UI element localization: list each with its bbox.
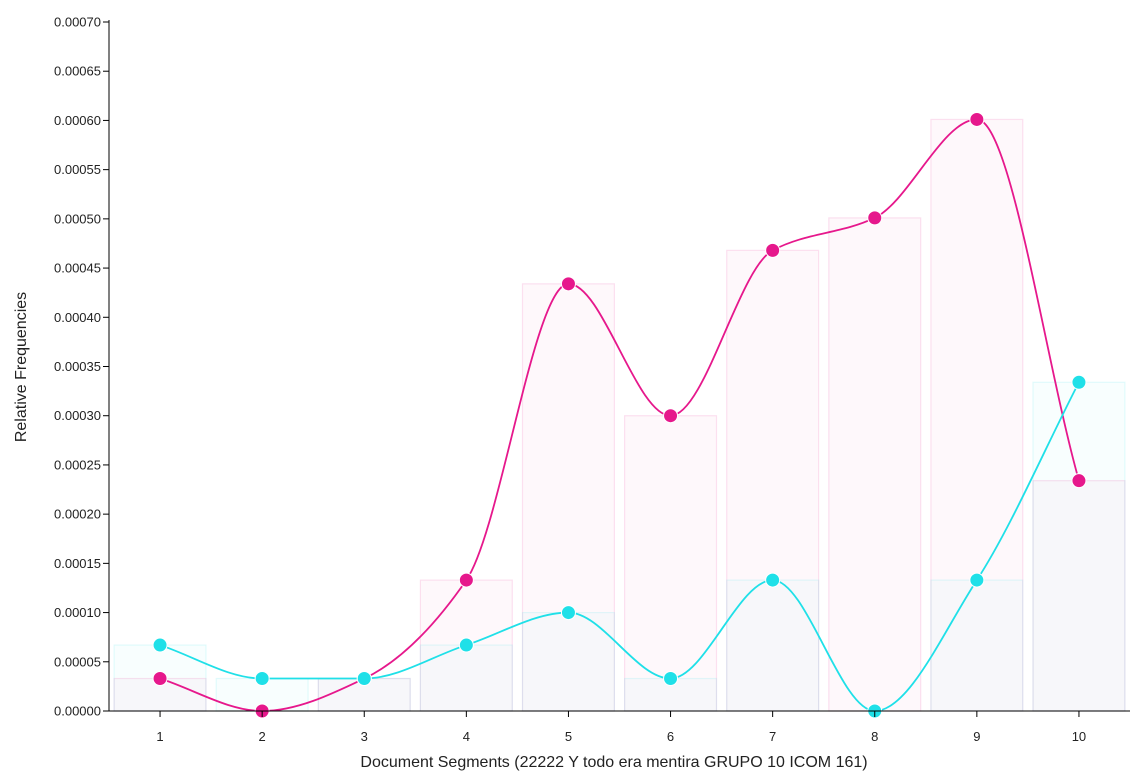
x-tick-label: 3 <box>361 729 368 744</box>
point-series1-seg7 <box>765 242 781 258</box>
point-series1-seg10 <box>1071 473 1087 489</box>
y-tick-label: 0.00060 <box>54 113 101 128</box>
point-series1-seg4 <box>458 572 474 588</box>
x-tick-label: 4 <box>463 729 470 744</box>
point-series2-seg10 <box>1071 374 1087 390</box>
bar-series1-seg6 <box>624 415 718 712</box>
y-tick-label: 0.00020 <box>54 507 101 522</box>
bar-series2-seg9 <box>930 579 1024 712</box>
bars-layer <box>113 118 1126 712</box>
point-series1-seg6 <box>663 408 679 424</box>
point-series2-seg1 <box>152 637 168 653</box>
bar-series2-seg4 <box>419 644 513 712</box>
y-tick-label: 0.00025 <box>54 457 101 472</box>
y-tick-label: 0.00035 <box>54 359 101 374</box>
y-axis: 0.00000 0.00005 0.00010 0.00015 0.00020 0.000… <box>54 15 110 719</box>
bar-series2-seg10 <box>1032 381 1126 712</box>
y-tick-label: 0.00015 <box>54 556 101 571</box>
point-series2-seg9 <box>969 572 985 588</box>
point-series2-seg3 <box>356 671 372 687</box>
x-axis-title: Document Segments (22222 Y todo era ment… <box>360 754 867 771</box>
y-tick-label: 0.00040 <box>54 310 101 325</box>
point-series2-seg7 <box>765 572 781 588</box>
y-tick-label: 0.00045 <box>54 261 101 276</box>
y-tick-label: 0.00030 <box>54 408 101 423</box>
x-tick-label: 5 <box>565 729 572 744</box>
y-tick-label: 0.00065 <box>54 64 101 79</box>
y-tick-label: 0.00050 <box>54 211 101 226</box>
y-tick-label: 0.00005 <box>54 654 101 669</box>
point-series2-seg4 <box>458 637 474 653</box>
y-tick-label: 0.00055 <box>54 162 101 177</box>
x-tick-label: 1 <box>156 729 163 744</box>
x-tick-label: 10 <box>1072 729 1086 744</box>
y-tick-label: 0.00010 <box>54 605 101 620</box>
point-series1-seg5 <box>560 276 576 292</box>
point-series2-seg5 <box>560 605 576 621</box>
x-tick-label: 6 <box>667 729 674 744</box>
bar-series2-seg7 <box>726 579 820 712</box>
x-tick-label: 9 <box>973 729 980 744</box>
x-tick-label: 7 <box>769 729 776 744</box>
x-tick-label: 2 <box>259 729 266 744</box>
point-series2-seg6 <box>663 671 679 687</box>
y-tick-label: 0.00000 <box>54 704 101 719</box>
point-series1-seg8 <box>867 210 883 226</box>
bar-series1-seg8 <box>828 217 922 712</box>
point-series1-seg9 <box>969 111 985 127</box>
point-series1-seg1 <box>152 671 168 687</box>
x-axis: 1 2 3 4 5 6 7 8 9 10 <box>109 710 1130 744</box>
point-series2-seg2 <box>254 671 270 687</box>
y-tick-label: 0.00070 <box>54 15 101 30</box>
x-tick-label: 8 <box>871 729 878 744</box>
y-axis-title: Relative Frequencies <box>13 292 30 442</box>
